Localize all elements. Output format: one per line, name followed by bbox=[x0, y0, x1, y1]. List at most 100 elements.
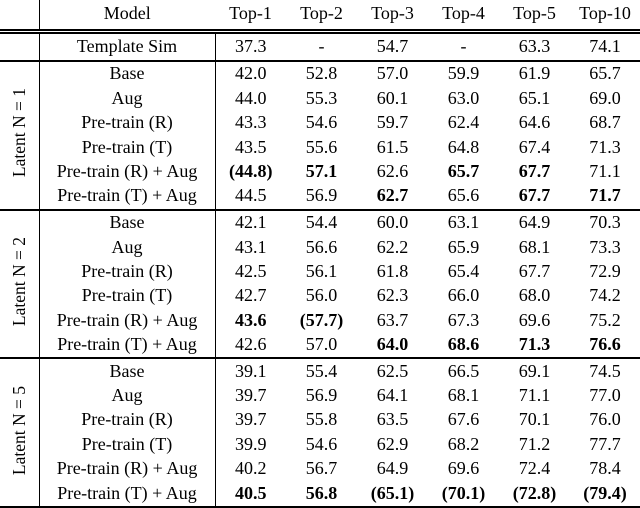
metric-cell: 78.4 bbox=[589, 458, 621, 479]
metric-cell: 68.0 bbox=[518, 285, 551, 306]
metric-cell: 63.0 bbox=[447, 87, 480, 108]
metric-cell: 69.1 bbox=[518, 360, 551, 381]
metric-cell: 57.1 bbox=[305, 160, 338, 181]
metric-cell: 66.0 bbox=[447, 285, 480, 306]
model-name-cell: Aug bbox=[39, 383, 216, 409]
metric-cell: 67.6 bbox=[447, 409, 480, 430]
metric-cell: 67.3 bbox=[447, 309, 480, 330]
table-row: Pre-train (T) + Aug 42.6 57.0 64.0 68.6 71.3 7… bbox=[0, 332, 640, 360]
metric-cell: - bbox=[428, 31, 499, 62]
column-header-model: Model bbox=[39, 0, 215, 34]
metric-cell: 62.7 bbox=[357, 184, 428, 211]
metric-cell: 71.3 bbox=[499, 332, 570, 360]
metric-cell: 61.9 bbox=[518, 63, 551, 84]
table-row: Latent N = 1 Base 42.0 52.8 57.0 59.9 61.9 65.7 bbox=[0, 61, 640, 211]
table-row: Pre-train (R) 42.5 56.1 61.8 65.4 67.7 72.9 bbox=[0, 259, 640, 284]
column-header-top-1: Top-1 bbox=[215, 0, 286, 34]
metric-cell: 57.0 bbox=[376, 63, 409, 84]
metric-cell: 67.7 bbox=[499, 184, 570, 211]
model-name-cell: Base bbox=[39, 61, 216, 87]
metric-cell: 62.6 bbox=[376, 160, 409, 181]
metric-cell: 63.1 bbox=[447, 212, 480, 233]
model-name-cell: Pre-train (T) + Aug bbox=[39, 481, 216, 508]
model-name-cell: Aug bbox=[39, 86, 216, 111]
metric-cell: 65.6 bbox=[428, 184, 499, 211]
group-label-cell: Latent N = 2 bbox=[0, 209, 40, 360]
metric-cell: 56.0 bbox=[305, 285, 338, 306]
column-header-top-4: Top-4 bbox=[428, 0, 499, 34]
metric-cell: 63.5 bbox=[376, 409, 409, 430]
metric-cell: 57.0 bbox=[286, 332, 357, 360]
table-row: Pre-train (R) + Aug 43.6 (57.7) 63.7 67.3 69.… bbox=[0, 308, 640, 333]
metric-cell: 76.6 bbox=[570, 332, 640, 360]
metric-cell: 76.0 bbox=[589, 409, 621, 430]
table-row: Aug 39.7 56.9 64.1 68.1 71.1 77.0 bbox=[0, 383, 640, 409]
model-name-cell: Pre-train (R) + Aug bbox=[39, 159, 216, 185]
metric-cell: 44.5 bbox=[215, 184, 286, 211]
corner-cell bbox=[0, 0, 40, 34]
table-row: Pre-train (T) 43.5 55.6 61.5 64.8 67.4 71.3 bbox=[0, 135, 640, 160]
metric-cell: 42.7 bbox=[235, 285, 267, 306]
metric-cell: 61.5 bbox=[376, 136, 409, 157]
metric-cell: 66.5 bbox=[447, 360, 480, 381]
model-name-cell: Pre-train (R) + Aug bbox=[39, 456, 216, 482]
metric-cell: 65.7 bbox=[447, 160, 480, 181]
metric-cell: (70.1) bbox=[428, 481, 499, 508]
metric-cell: 43.5 bbox=[235, 136, 267, 157]
metric-cell: 56.7 bbox=[305, 458, 338, 479]
metric-cell: 37.3 bbox=[215, 31, 286, 62]
metric-cell: 56.1 bbox=[305, 260, 338, 281]
metric-cell: 62.5 bbox=[376, 360, 409, 381]
metric-cell: 65.7 bbox=[589, 63, 621, 84]
column-header-top-5: Top-5 bbox=[499, 0, 570, 34]
metric-cell: 68.6 bbox=[428, 332, 499, 360]
metric-cell: 56.9 bbox=[305, 385, 338, 406]
group-label: Latent N = 1 bbox=[8, 88, 29, 178]
metric-cell: 74.5 bbox=[589, 360, 621, 381]
metric-cell: 72.4 bbox=[518, 458, 551, 479]
metric-cell: 55.4 bbox=[305, 360, 338, 381]
metric-cell: 42.1 bbox=[235, 212, 267, 233]
metric-cell: 75.2 bbox=[589, 309, 621, 330]
header-row: Model Top-1 Top-2 Top-3 Top-4 Top-5 Top-… bbox=[0, 0, 640, 34]
metric-cell: 69.6 bbox=[518, 309, 551, 330]
metric-cell: 64.9 bbox=[518, 212, 551, 233]
metric-cell: 44.0 bbox=[235, 87, 267, 108]
metric-cell: 72.9 bbox=[589, 260, 621, 281]
metric-cell: 68.2 bbox=[447, 433, 480, 454]
metric-cell: 42.6 bbox=[215, 332, 286, 360]
table-row: Pre-train (R) 39.7 55.8 63.5 67.6 70.1 76.0 bbox=[0, 408, 640, 433]
metric-cell: 63.3 bbox=[499, 31, 570, 62]
table-body: Template Sim 37.3-54.7-63.3 74.1 Latent N =… bbox=[0, 31, 640, 508]
metric-cell: 65.9 bbox=[447, 236, 480, 257]
model-name-cell: Pre-train (R) bbox=[39, 259, 216, 284]
group-label-cell: Latent N = 5 bbox=[0, 358, 40, 508]
metric-cell: 74.1 bbox=[570, 31, 640, 62]
model-name-cell: Template Sim bbox=[39, 31, 216, 62]
table-row: Aug 44.0 55.3 60.1 63.0 65.1 69.0 bbox=[0, 86, 640, 111]
column-header-top-2: Top-2 bbox=[286, 0, 357, 34]
metric-cell: 56.8 bbox=[286, 481, 357, 508]
metric-cell: 54.6 bbox=[305, 112, 338, 133]
table-row: Pre-train (T) 42.7 56.0 62.3 66.0 68.0 74.2 bbox=[0, 283, 640, 309]
table-row: Pre-train (R) + Aug 40.2 56.7 64.9 69.6 72.4 7… bbox=[0, 456, 640, 482]
metric-cell: 71.3 bbox=[589, 136, 621, 157]
metric-cell: 65.4 bbox=[447, 260, 480, 281]
column-header-top-3: Top-3 bbox=[357, 0, 428, 34]
metric-cell: - bbox=[286, 31, 357, 62]
metric-cell: 61.8 bbox=[376, 260, 409, 281]
model-name-cell: Pre-train (T) bbox=[39, 432, 216, 457]
group-label: Latent N = 5 bbox=[8, 385, 29, 475]
metric-cell: 62.2 bbox=[376, 236, 409, 257]
metric-cell: 39.7 bbox=[235, 409, 267, 430]
metric-cell: 68.1 bbox=[447, 385, 480, 406]
table-row: Latent N = 2 Base 42.1 54.4 60.0 63.1 64.9 70.3 bbox=[0, 209, 640, 360]
metric-cell: 54.7 bbox=[357, 31, 428, 62]
metric-cell: 55.3 bbox=[305, 87, 338, 108]
model-name-cell: Pre-train (R) bbox=[39, 408, 216, 433]
metric-cell: 67.7 bbox=[518, 160, 551, 181]
metric-cell: 64.0 bbox=[357, 332, 428, 360]
metric-cell: 55.8 bbox=[305, 409, 338, 430]
